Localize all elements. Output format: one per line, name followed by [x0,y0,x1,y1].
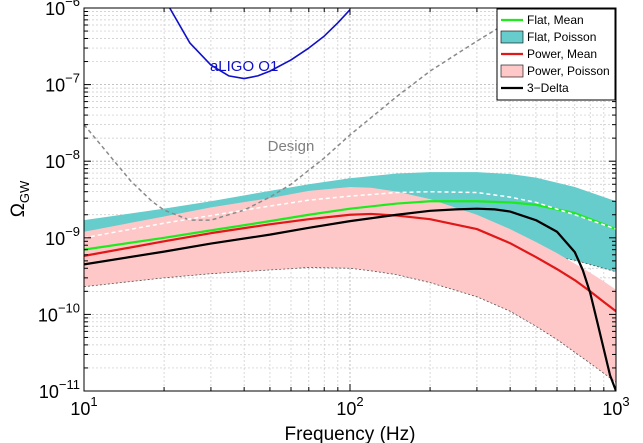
x-tick-label: 103 [602,394,629,419]
y-tick-label-base: 10 [45,76,65,96]
y-tick-label-exp: −7 [65,71,80,86]
y-tick-label-exp: −8 [65,147,80,162]
svg-text:ΩGW: ΩGW [8,180,32,217]
y-tick-label-exp: −9 [65,224,80,239]
x-axis-label: Frequency (Hz) [285,424,416,443]
legend-entry: Flat, Poisson [501,30,596,44]
y-tick-label: 10−6 [45,0,80,19]
y-tick-label-exp: −10 [58,300,80,315]
annotation-aligo-o1: aLIGO O1 [210,58,278,75]
y-tick-label: 10−8 [45,147,80,172]
y-tick-label-base: 10 [45,229,65,249]
y-tick-label-exp: −6 [65,0,80,9]
x-tick-label-exp: 3 [622,394,629,409]
y-tick-label: 10−10 [38,300,80,325]
y-tick-label-base: 10 [38,305,58,325]
legend-entry: Power, Poisson [501,64,610,78]
y-axis-label: ΩGW [8,180,32,217]
y-axis-label-sub: GW [17,180,32,203]
x-tick-label-exp: 2 [356,394,363,409]
legend-label: Flat, Poisson [527,30,596,44]
y-tick-label: 10−7 [45,71,80,96]
x-tick-label-base: 10 [336,399,356,419]
y-tick-label: 10−9 [45,224,80,249]
x-tick-label-exp: 1 [90,394,97,409]
y-tick-label-exp: −11 [59,377,80,392]
legend: Flat, Mean Flat, Poisson Power, Mean Power,… [497,9,615,100]
legend-label: 3−Delta [527,81,569,95]
y-tick-label-base: 10 [39,382,59,402]
x-tick-label: 101 [70,394,97,419]
x-tick-label-base: 10 [70,399,90,419]
legend-swatch [501,31,523,43]
legend-label: Power, Poisson [527,64,610,78]
legend-swatch [501,65,523,77]
x-tick-label: 102 [336,394,363,419]
y-axis-label-main: Ω [8,203,29,217]
x-tick-label-base: 10 [602,399,622,419]
annotation-design: Design [268,138,315,155]
legend-label: Flat, Mean [527,13,584,27]
y-tick-label-base: 10 [45,0,65,19]
y-tick-label-base: 10 [45,152,65,172]
legend-label: Power, Mean [527,47,597,61]
